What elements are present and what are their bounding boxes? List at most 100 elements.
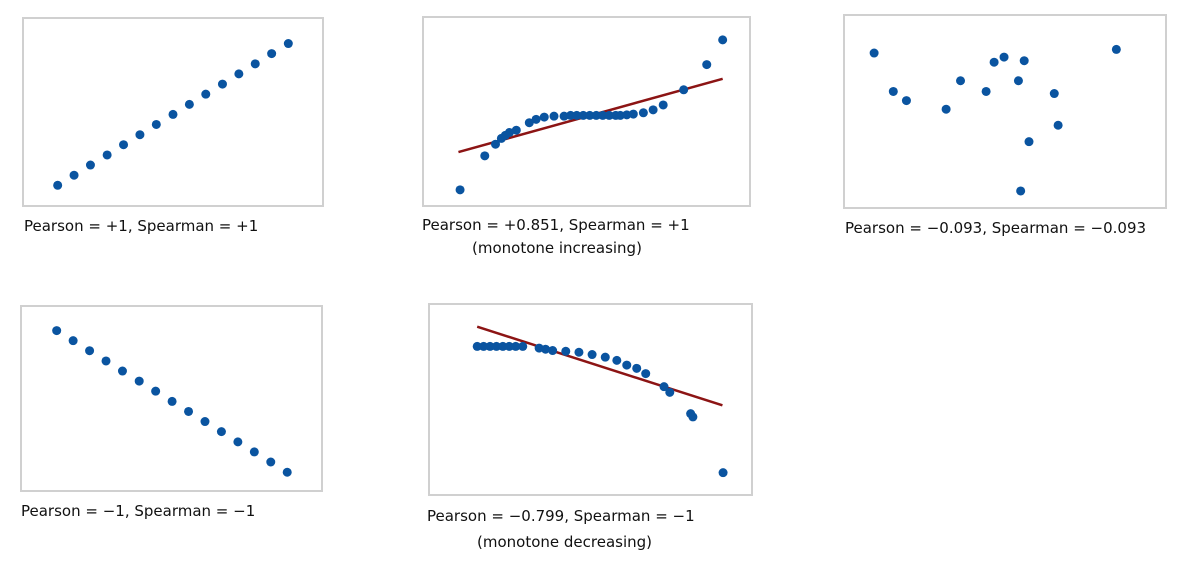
data-point (68, 336, 78, 346)
data-point (559, 111, 569, 121)
data-point (1049, 89, 1059, 99)
scatter-panel-no-correlation (843, 14, 1167, 209)
data-point (491, 139, 500, 149)
data-point (549, 111, 559, 121)
data-point (101, 356, 111, 366)
data-point (989, 57, 999, 67)
data-point (1024, 137, 1034, 147)
scatter-panel-monotone-decreasing (428, 303, 753, 496)
data-point (117, 366, 127, 376)
data-point (216, 427, 226, 437)
data-point (665, 387, 675, 397)
plot-area (52, 326, 292, 477)
data-point (574, 347, 584, 357)
data-point (53, 180, 63, 190)
data-point (688, 412, 698, 422)
caption: Pearson = −0.093, Spearman = −0.093 (845, 219, 1147, 237)
data-point (455, 185, 465, 195)
data-point (151, 386, 161, 396)
data-point (119, 140, 129, 150)
data-point (1053, 120, 1063, 130)
scatter-panel-perfect-negative (20, 305, 323, 492)
data-point (200, 417, 210, 427)
plot-area (455, 35, 728, 195)
caption: Pearson = +0.851, Spearman = +1 (422, 216, 690, 234)
data-point (134, 376, 144, 386)
data-point (472, 341, 482, 351)
data-point (85, 160, 95, 170)
data-point (518, 341, 528, 351)
data-point (702, 60, 712, 70)
regression-line (476, 325, 723, 407)
data-point (648, 105, 658, 115)
data-point (217, 79, 227, 89)
data-point (184, 406, 194, 416)
data-point (604, 110, 614, 120)
data-point (632, 363, 642, 373)
data-point (250, 59, 260, 69)
data-point (511, 125, 521, 135)
data-point (524, 118, 534, 128)
data-point (718, 468, 728, 478)
data-point (888, 86, 898, 96)
plot-area (472, 325, 728, 478)
data-point (598, 110, 608, 120)
data-point (658, 100, 668, 110)
data-point (69, 170, 79, 180)
data-point (1019, 56, 1029, 66)
data-point (659, 382, 669, 392)
data-point (622, 110, 632, 120)
data-point (901, 96, 911, 106)
data-point (480, 151, 490, 161)
data-point (85, 346, 95, 356)
data-point (539, 112, 549, 122)
data-point (168, 109, 178, 119)
data-point (184, 99, 194, 109)
data-point (1013, 76, 1023, 86)
caption-subtitle: (monotone decreasing) (477, 533, 653, 551)
data-point (233, 437, 243, 447)
data-point (622, 360, 632, 370)
data-point (561, 346, 571, 356)
data-point (1016, 186, 1026, 196)
data-point (572, 110, 582, 120)
data-point (491, 341, 501, 351)
data-point (638, 108, 648, 118)
data-point (249, 447, 259, 457)
data-point (266, 457, 276, 467)
data-point (135, 130, 145, 140)
data-point (504, 341, 514, 351)
data-point (718, 35, 728, 45)
data-point (282, 467, 292, 477)
data-point (52, 326, 62, 336)
data-point (941, 104, 951, 114)
data-point (615, 110, 625, 120)
data-point (999, 52, 1009, 62)
data-point (641, 369, 651, 379)
data-point (956, 76, 966, 86)
caption: Pearson = −0.799, Spearman = −1 (427, 507, 695, 525)
data-point (1111, 44, 1121, 54)
data-point (151, 119, 161, 129)
data-point (167, 396, 177, 406)
data-point (548, 346, 558, 356)
caption-subtitle: (monotone increasing) (472, 239, 642, 257)
data-point (981, 86, 991, 96)
caption: Pearson = +1, Spearman = +1 (24, 217, 259, 235)
data-point (234, 69, 244, 79)
data-point (485, 341, 495, 351)
data-point (600, 352, 610, 362)
data-point (531, 114, 541, 124)
data-point (283, 39, 293, 49)
data-point (869, 48, 879, 58)
data-point (585, 110, 595, 120)
data-point (267, 49, 277, 59)
data-point (479, 341, 489, 351)
data-point (541, 344, 551, 354)
data-point (201, 89, 211, 99)
data-point (511, 341, 521, 351)
data-point (504, 127, 514, 137)
data-point (566, 110, 576, 120)
data-point (628, 109, 638, 119)
caption: Pearson = −1, Spearman = −1 (21, 502, 256, 520)
